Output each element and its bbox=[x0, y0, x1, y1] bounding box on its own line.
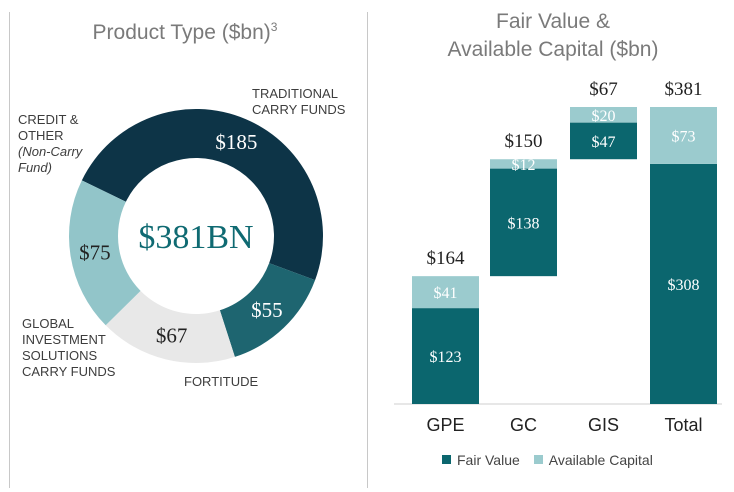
bar-available-capital bbox=[570, 107, 637, 123]
left-divider bbox=[9, 12, 10, 488]
bar-available-capital-label: $20 bbox=[592, 108, 616, 125]
bar-available-capital bbox=[650, 107, 717, 164]
x-tick-label: GPE bbox=[426, 415, 464, 435]
bar-title: Fair Value & Available Capital ($bn) bbox=[447, 10, 659, 61]
bar-available-capital bbox=[412, 276, 479, 309]
x-tick-label: GC bbox=[510, 415, 537, 435]
bar-total-label: $150 bbox=[505, 131, 543, 152]
donut-slice bbox=[69, 180, 141, 326]
donut-slice bbox=[219, 263, 316, 357]
x-tick-label: GIS bbox=[588, 415, 619, 435]
label-traditional-carry-funds: TRADITIONAL CARRY FUNDS bbox=[252, 86, 346, 117]
legend-item: Fair Value bbox=[442, 452, 520, 468]
bar-total-label: $164 bbox=[427, 248, 466, 269]
donut-slice bbox=[81, 108, 324, 281]
label-credit-other: CREDIT & OTHER (Non-Carry Fund) bbox=[18, 112, 83, 175]
bar-total-label: $67 bbox=[589, 79, 618, 100]
donut-slice-label: $55 bbox=[251, 298, 283, 322]
x-tick-label: Total bbox=[664, 415, 702, 435]
product-type-panel: Product Type ($bn)3 $185 $55 $67 $75 $381BN … bbox=[0, 0, 365, 492]
bar-fair-value bbox=[650, 163, 717, 404]
label-fortitude: FORTITUDE bbox=[184, 374, 259, 389]
bar-available-capital bbox=[490, 159, 557, 169]
donut-title: Product Type ($bn)3 bbox=[92, 20, 278, 44]
bar-available-capital-label: $12 bbox=[512, 157, 536, 174]
bar-fair-value-label: $47 bbox=[592, 134, 616, 151]
bar-fair-value bbox=[412, 308, 479, 404]
bar-fair-value-label: $308 bbox=[668, 277, 700, 294]
donut-slice-label: $75 bbox=[79, 241, 111, 265]
bar-fair-value-label: $138 bbox=[508, 215, 540, 232]
legend: Fair Value Available Capital bbox=[442, 451, 667, 468]
bar-total-label: $381 bbox=[665, 79, 703, 100]
legend-label: Fair Value bbox=[457, 451, 520, 468]
stacked-bar-chart: $123 $41 $164 GPE $138 $12 $150 GC $47 $20 $67 GIS $… bbox=[394, 79, 722, 435]
legend-label: Available Capital bbox=[548, 451, 653, 468]
donut-slice-label: $185 bbox=[215, 130, 257, 154]
donut-slice bbox=[105, 290, 235, 363]
donut-chart: $185 $55 $67 $75 $381BN bbox=[69, 108, 324, 363]
center-divider bbox=[367, 12, 368, 488]
legend-swatch bbox=[442, 455, 451, 464]
legend-item: Available Capital bbox=[533, 451, 653, 468]
fair-value-panel: Fair Value & Available Capital ($bn) $123… bbox=[372, 0, 734, 492]
bar-fair-value bbox=[570, 122, 637, 160]
bar-fair-value bbox=[490, 168, 557, 277]
donut-slice-label: $67 bbox=[156, 324, 188, 348]
bar-fair-value-label: $123 bbox=[430, 349, 462, 366]
donut-center-total: $381BN bbox=[138, 219, 253, 256]
bar-available-capital-label: $73 bbox=[672, 128, 696, 145]
label-gis-carry-funds: GLOBAL INVESTMENT SOLUTIONS CARRY FUNDS bbox=[22, 316, 116, 379]
bar-available-capital-label: $41 bbox=[434, 285, 458, 302]
legend-swatch bbox=[533, 455, 543, 464]
